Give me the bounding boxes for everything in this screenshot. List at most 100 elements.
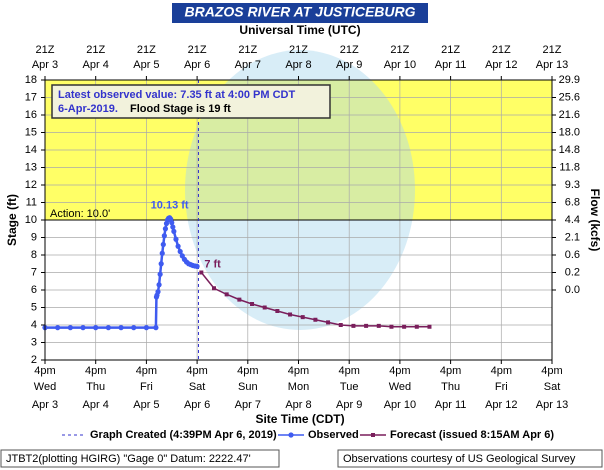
x-tick-weekday: Sat xyxy=(189,381,206,393)
forecast-point xyxy=(326,320,331,325)
y2-tick-label: 25.6 xyxy=(559,91,580,103)
value-label: 7 ft xyxy=(204,258,221,270)
x2-tick-time: 21Z xyxy=(340,44,359,56)
y2-tick-label: 2.1 xyxy=(565,231,580,243)
y-tick-label: 7 xyxy=(31,266,37,278)
footer-right: Observations courtesy of US Geological S… xyxy=(343,453,576,465)
observed-point xyxy=(105,325,111,331)
observed-point xyxy=(153,325,159,331)
x2-tick-date: Apr 10 xyxy=(384,59,416,71)
top-axis-label: Universal Time (UTC) xyxy=(239,23,360,37)
x-tick-time: 4pm xyxy=(85,365,106,377)
x-tick-date: Apr 3 xyxy=(32,399,58,411)
action-label: Action: 10.0' xyxy=(50,208,110,220)
y2-tick-label: 6.8 xyxy=(565,196,580,208)
observed-point xyxy=(143,325,149,331)
y2-tick-label: 9.3 xyxy=(565,179,580,191)
x-tick-time: 4pm xyxy=(338,365,359,377)
x-tick-date: Apr 6 xyxy=(184,399,210,411)
x-tick-date: Apr 7 xyxy=(235,399,261,411)
observed-point xyxy=(160,241,166,248)
forecast-point xyxy=(275,309,280,313)
y-tick-label: 5 xyxy=(31,301,37,313)
x-axis-label: Site Time (CDT) xyxy=(255,412,344,426)
watermark xyxy=(185,50,415,330)
x2-tick-time: 21Z xyxy=(86,44,105,56)
x-tick-weekday: Fri xyxy=(140,381,153,393)
x2-tick-date: Apr 7 xyxy=(235,59,261,71)
value-label: 10.13 ft xyxy=(151,200,189,212)
forecast-point xyxy=(338,323,343,327)
observed-point xyxy=(173,236,179,242)
y2-tick-label: 0.0 xyxy=(565,284,580,296)
x2-tick-date: Apr 12 xyxy=(485,59,517,71)
forecast-point xyxy=(262,305,267,310)
y-tick-label: 11 xyxy=(26,196,37,208)
observed-point xyxy=(170,224,176,230)
observed-point xyxy=(159,250,165,256)
plot-border xyxy=(44,79,553,361)
x2-tick-date: Apr 11 xyxy=(435,59,467,71)
observed-point xyxy=(177,248,183,255)
x2-tick-date: Apr 6 xyxy=(184,59,210,71)
y-tick-label: 2 xyxy=(31,354,37,366)
y-tick-label: 4 xyxy=(31,319,37,331)
x2-tick-date: Apr 4 xyxy=(83,59,109,71)
y2-tick-label: 18.0 xyxy=(559,126,580,138)
x2-tick-date: Apr 8 xyxy=(285,59,311,71)
forecast-point xyxy=(414,324,419,329)
x-tick-date: Apr 9 xyxy=(336,399,362,411)
y-tick-label: 18 xyxy=(25,74,37,86)
legend-created: Graph Created (4:39PM Apr 6, 2019) xyxy=(90,429,277,441)
observed-point xyxy=(55,325,61,331)
annotation-flood: Flood Stage is 19 ft xyxy=(130,103,231,115)
x2-tick-time: 21Z xyxy=(441,44,460,56)
forecast-point xyxy=(376,323,381,328)
x-tick-time: 4pm xyxy=(237,365,258,377)
x-tick-weekday: Sat xyxy=(544,381,561,393)
x-tick-weekday: Mon xyxy=(288,381,309,393)
forecast-point xyxy=(212,286,216,291)
y-tick-label: 9 xyxy=(31,231,37,243)
observed-point xyxy=(155,289,161,295)
x-tick-time: 4pm xyxy=(389,365,410,377)
x2-tick-time: 21Z xyxy=(36,44,55,56)
observed-point xyxy=(80,325,86,331)
x-tick-time: 4pm xyxy=(491,365,512,377)
forecast-point xyxy=(288,312,293,317)
footer-right-box xyxy=(337,449,603,468)
observed-point xyxy=(175,243,181,249)
x-tick-date: Apr 4 xyxy=(83,399,109,411)
x2-tick-time: 21Z xyxy=(492,44,511,56)
forecast-point xyxy=(237,297,242,302)
observed-point xyxy=(157,271,163,277)
x-tick-weekday: Thu xyxy=(86,381,105,393)
x-tick-date: Apr 5 xyxy=(133,399,159,411)
x2-tick-date: Apr 13 xyxy=(536,59,568,71)
title-bar xyxy=(172,3,428,23)
x-tick-date: Apr 12 xyxy=(485,399,517,411)
y2-tick-label: 0.6 xyxy=(565,249,580,261)
y2-tick-label: 14.8 xyxy=(559,144,580,156)
y2-tick-label: 11.8 xyxy=(559,161,580,173)
y2-tick-label: 21.6 xyxy=(559,109,580,121)
x2-tick-time: 21Z xyxy=(543,44,562,56)
y-tick-label: 15 xyxy=(25,126,37,138)
x-tick-date: Apr 13 xyxy=(536,399,568,411)
legend-marker xyxy=(371,433,375,437)
observed-point xyxy=(194,263,200,269)
annotation-date: 6-Apr-2019. xyxy=(58,103,118,115)
footer-left-box xyxy=(0,449,280,468)
forecast-point xyxy=(427,324,432,329)
observed-point xyxy=(118,325,124,331)
observed-point xyxy=(158,261,164,267)
x2-tick-time: 21Z xyxy=(238,44,257,56)
y2-tick-label: 0.2 xyxy=(565,266,580,278)
x2-tick-date: Apr 3 xyxy=(32,59,58,71)
y-tick-label: 3 xyxy=(31,336,37,348)
x-tick-weekday: Tue xyxy=(340,381,359,393)
observed-point xyxy=(161,233,167,239)
observed-point xyxy=(156,282,162,288)
